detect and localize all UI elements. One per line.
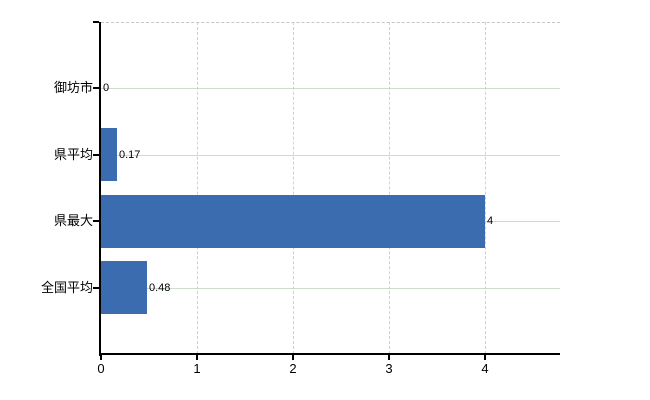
y-axis-tick <box>93 154 99 156</box>
x-axis-tick-label: 4 <box>481 361 489 376</box>
x-axis-tick <box>388 355 390 360</box>
v-gridline <box>389 22 390 354</box>
plot-top-border <box>101 22 560 23</box>
h-gridline <box>101 155 560 156</box>
bar <box>101 261 147 314</box>
x-axis-tick-label: 2 <box>289 361 297 376</box>
y-axis-line <box>99 22 101 356</box>
x-axis-tick <box>100 355 102 360</box>
v-gridline <box>485 22 486 354</box>
category-label: 全国平均 <box>40 280 93 295</box>
bar <box>101 195 485 248</box>
y-axis-tick <box>93 21 99 23</box>
bar-value-label: 0.17 <box>119 149 141 161</box>
y-axis-tick <box>93 220 99 222</box>
h-gridline <box>101 288 560 289</box>
category-label: 御坊市 <box>53 80 93 95</box>
v-gridline <box>197 22 198 354</box>
x-axis-tick-label: 0 <box>97 361 105 376</box>
x-axis-line <box>99 353 560 355</box>
category-label: 県最大 <box>53 213 93 228</box>
category-label: 県平均 <box>53 147 93 162</box>
bar-value-label: 0 <box>103 82 110 94</box>
y-axis-tick <box>93 87 99 89</box>
x-axis-tick-label: 1 <box>193 361 201 376</box>
bar <box>101 128 117 181</box>
y-axis-tick <box>93 287 99 289</box>
x-axis-tick <box>196 355 198 360</box>
x-axis-tick <box>292 355 294 360</box>
bar-value-label: 4 <box>487 215 494 227</box>
bar-value-label: 0.48 <box>149 282 171 294</box>
v-gridline <box>293 22 294 354</box>
x-axis-tick-label: 3 <box>385 361 393 376</box>
x-axis-tick <box>484 355 486 360</box>
h-gridline <box>101 88 560 89</box>
